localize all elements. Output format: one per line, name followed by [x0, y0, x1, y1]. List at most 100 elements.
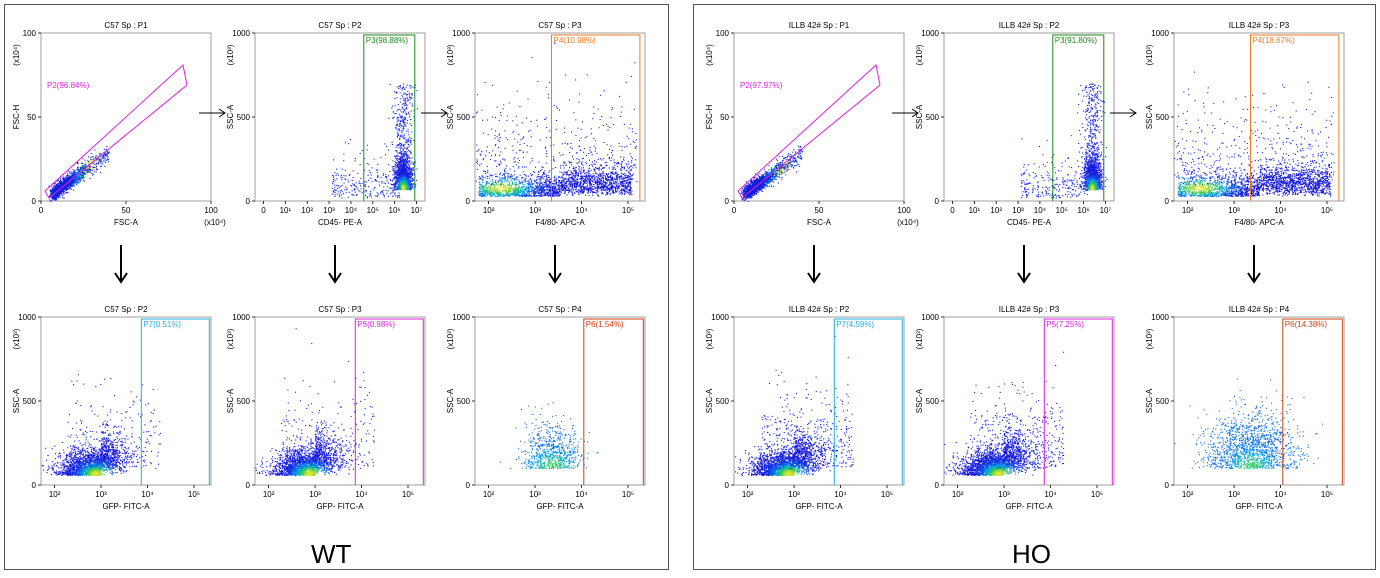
x-tick-label: 10¹ [280, 206, 292, 215]
x-tick-label: 100 [204, 206, 218, 215]
x-axis-label: F4/80- APC-A [1234, 218, 1284, 227]
x-tick-label: 10³ [529, 490, 541, 499]
y-tick-label: 0 [725, 481, 730, 490]
x-tick-label: 10³ [323, 206, 335, 215]
x-tick-label: 10² [483, 206, 495, 215]
wt-panel: C57 Sp : P1 P2(96.84%) 0 50 100 0 50 100 FSC-A FS… [4, 4, 669, 570]
ho-panel: ILLB 42# Sp : P1 P2(97.97%) 0 50 100 0 50 100 FS… [693, 4, 1376, 570]
x-tick-label: 10⁵ [367, 206, 379, 215]
gate-label: P2(96.84%) [47, 81, 90, 90]
plot-0-4: C57 Sp : P3 P5(0.98%) 0 500 1000 10² 10³ 10⁴ 10⁵… [226, 305, 426, 511]
plot-0-2: C57 Sp : P3 P4(10.98%) 0 500 1000 10² 10³ 10⁴ 10… [446, 21, 646, 227]
y-exponent: (x10³) [226, 44, 235, 65]
x-tick-label: 10² [742, 490, 754, 499]
y-tick-label: 500 [23, 397, 37, 406]
dot-cloud [475, 43, 638, 198]
y-exponent: (x10³) [915, 328, 924, 349]
x-exponent: (x10⁴) [897, 218, 919, 227]
x-tick-label: 10⁵ [402, 490, 414, 499]
y-exponent: (x10³) [226, 328, 235, 349]
y-tick-label: 500 [926, 113, 940, 122]
y-exponent: (x10⁴) [12, 44, 21, 66]
plot-1-4: ILLB 42# Sp : P3 P5(7.25%) 0 500 1000 10² 10³ 1… [915, 305, 1115, 511]
plot-title: ILLB 42# Sp : P2 [999, 21, 1060, 30]
x-axis-label: FSC-A [807, 218, 832, 227]
gate-label: P5(7.25%) [1046, 320, 1084, 329]
gate-outline [583, 318, 644, 485]
gate-outline [1043, 318, 1113, 485]
x-tick-label: 10³ [998, 490, 1010, 499]
x-tick-label: 10⁶ [1078, 206, 1090, 215]
plot-title: C57 Sp : P4 [538, 305, 582, 314]
plot-title: ILLB 42# Sp : P3 [999, 305, 1060, 314]
x-axis-label: GFP- FITC-A [795, 502, 843, 511]
arrow-right-icon [199, 108, 226, 118]
y-exponent: (x10³) [446, 44, 455, 65]
y-tick-label: 1000 [1151, 313, 1169, 322]
plot-title: C57 Sp : P3 [538, 21, 582, 30]
x-tick-label: 10⁴ [1274, 206, 1287, 215]
y-exponent: (x10³) [1145, 44, 1154, 65]
dot-cloud [499, 402, 599, 470]
gate-label: P7(4.59%) [836, 320, 874, 329]
plot-1-1: ILLB 42# Sp : P2 P3(91.80%) 0 500 1000 0 10¹ 10… [915, 21, 1115, 227]
plot-title: C57 Sp : P2 [104, 305, 148, 314]
gate-outline [140, 318, 210, 485]
y-tick-label: 1000 [1151, 29, 1169, 38]
gate-outline [1250, 34, 1340, 201]
x-axis-label: GFP- FITC-A [1235, 502, 1283, 511]
arrow-down-icon [1247, 245, 1261, 284]
gate-outline [363, 34, 416, 201]
y-tick-label: 0 [1165, 197, 1170, 206]
x-tick-label: 10⁴ [1034, 206, 1047, 215]
y-tick-label: 1000 [232, 29, 250, 38]
y-axis-label: FSC-H [705, 105, 714, 130]
gate-label: P3(98.88%) [366, 36, 409, 45]
y-tick-label: 1000 [711, 313, 729, 322]
gate-label: P5(0.98%) [357, 320, 395, 329]
x-tick-label: 10² [990, 206, 1002, 215]
gate-label: P7(0.51%) [143, 320, 181, 329]
x-tick-label: 10⁴ [1044, 490, 1057, 499]
x-tick-label: 10² [952, 490, 964, 499]
y-tick-label: 1000 [452, 29, 470, 38]
y-tick-label: 500 [457, 113, 471, 122]
plot-title: ILLB 42# Sp : P1 [789, 21, 850, 30]
y-tick-label: 1000 [232, 313, 250, 322]
y-tick-label: 0 [935, 197, 940, 206]
y-exponent: (x10⁴) [705, 44, 714, 66]
x-tick-label: 10⁵ [1321, 490, 1333, 499]
y-tick-label: 500 [237, 397, 251, 406]
x-axis-label: GFP- FITC-A [1005, 502, 1053, 511]
gate-label: P2(97.97%) [740, 81, 783, 90]
plot-title: ILLB 42# Sp : P2 [789, 305, 850, 314]
gate-outline [737, 64, 881, 199]
y-axis-label: SSC-A [12, 388, 21, 413]
y-exponent: (x10³) [915, 44, 924, 65]
plot-frame [943, 316, 1115, 486]
y-axis-label: SSC-A [915, 388, 924, 413]
y-tick-label: 500 [716, 397, 730, 406]
group-label-ho: HO [1012, 539, 1051, 570]
x-axis-label: GFP- FITC-A [102, 502, 150, 511]
x-tick-label: 10⁵ [622, 490, 634, 499]
y-tick-label: 0 [935, 481, 940, 490]
plot-1-5: ILLB 42# Sp : P4 P6(14.38%) 0 500 1000 10² 10³… [1145, 305, 1345, 511]
y-axis-label: SSC-A [705, 388, 714, 413]
y-tick-label: 500 [926, 397, 940, 406]
x-tick-label: 10⁷ [411, 206, 423, 215]
y-tick-label: 1000 [921, 29, 939, 38]
y-axis-label: SSC-A [446, 388, 455, 413]
plot-1-3: ILLB 42# Sp : P2 P7(4.59%) 0 500 1000 10² 10³ 1… [705, 305, 905, 511]
x-tick-label: 10⁵ [188, 490, 200, 499]
plot-0-1: C57 Sp : P2 P3(98.88%) 0 500 1000 0 10¹ 10² 10³ 1… [226, 21, 426, 227]
plot-title: C57 Sp : P2 [318, 21, 362, 30]
x-tick-label: 10⁷ [1100, 206, 1112, 215]
x-tick-label: 10⁵ [1056, 206, 1068, 215]
x-tick-label: 10³ [1012, 206, 1024, 215]
dot-cloud [331, 83, 419, 199]
x-tick-label: 10⁴ [575, 206, 588, 215]
dot-cloud [944, 351, 1065, 476]
arrow-down-icon [807, 245, 821, 284]
